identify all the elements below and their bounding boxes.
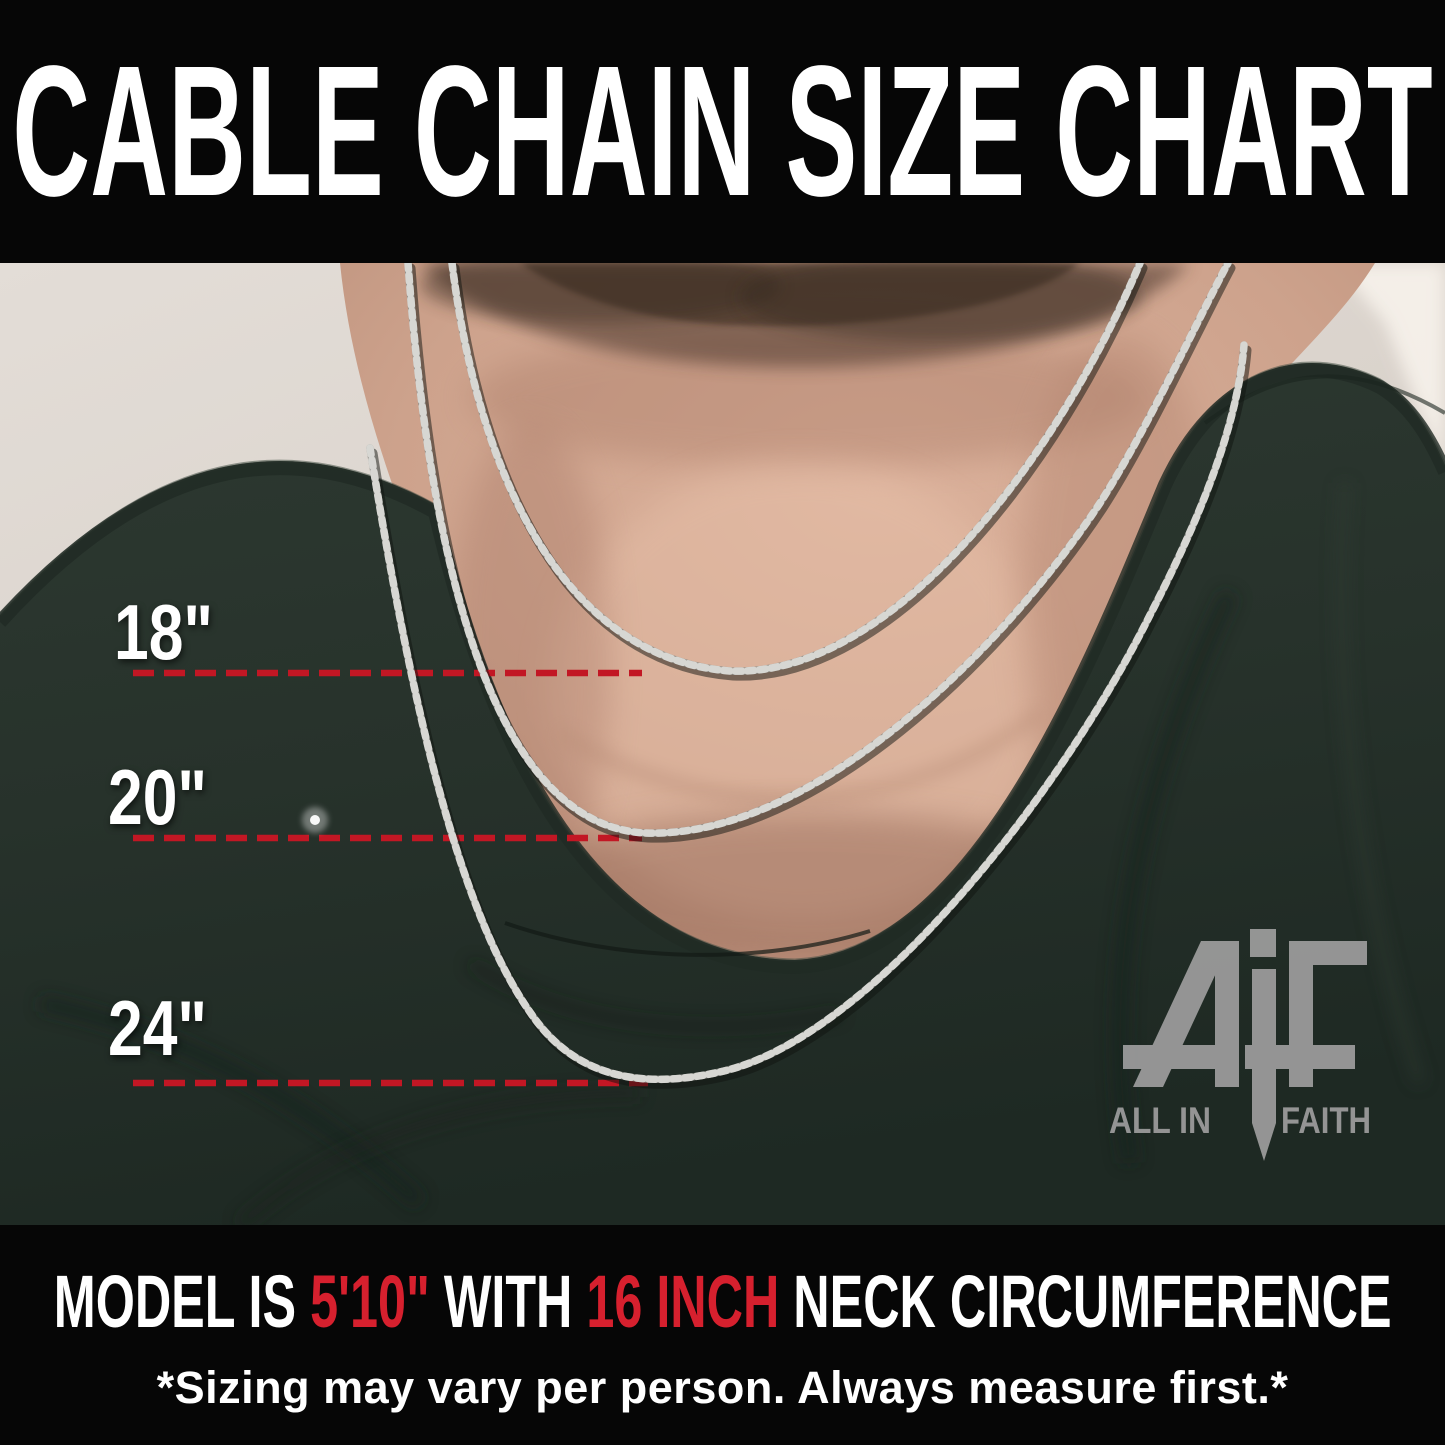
model-photo: ALL IN FAITH 18" 20" 24"	[0, 263, 1445, 1225]
stats-neck-value: 16 INCH	[586, 1260, 794, 1343]
chains	[302, 263, 1252, 1089]
size-label-20in: 20"	[108, 753, 207, 841]
model-stats-line: MODEL IS 5'10" WITH 16 INCH NECK CIRCUMF…	[0, 1259, 1445, 1344]
stats-height-value: 5'10"	[309, 1260, 444, 1343]
tshirt-details	[0, 361, 1445, 1225]
chin-stubble	[420, 263, 1190, 368]
logo-tagline-right: FAITH	[1281, 1100, 1371, 1141]
tshirt	[0, 363, 1445, 1225]
size-label-18in: 18"	[114, 588, 213, 676]
logo-tagline-left: ALL IN	[1109, 1100, 1211, 1141]
aif-logo: ALL IN FAITH	[1109, 929, 1371, 1161]
stats-part-5: NECK CIRCUMFERENCE	[793, 1260, 1392, 1343]
aif-monogram-icon	[1123, 929, 1367, 1161]
stats-part-1: MODEL IS	[53, 1260, 310, 1343]
stats-part-3: WITH	[443, 1260, 587, 1343]
model-stats-text: MODEL IS 5'10" WITH 16 INCH NECK CIRCUMF…	[54, 1259, 1392, 1344]
measurement-lines	[133, 669, 648, 1087]
bottom-banner: MODEL IS 5'10" WITH 16 INCH NECK CIRCUMF…	[0, 1225, 1445, 1445]
photo-illustration: ALL IN FAITH	[0, 263, 1445, 1225]
top-banner: CABLE CHAIN SIZE CHART	[0, 0, 1445, 263]
chain-glint	[302, 807, 328, 833]
page-title: CABLE CHAIN SIZE CHART	[12, 28, 1433, 235]
sizing-disclaimer: *Sizing may vary per person. Always meas…	[156, 1362, 1289, 1413]
chain-18in	[448, 263, 1148, 681]
size-label-24in: 24"	[108, 984, 207, 1072]
chain-24in	[366, 341, 1252, 1089]
chain-20in	[404, 263, 1236, 843]
